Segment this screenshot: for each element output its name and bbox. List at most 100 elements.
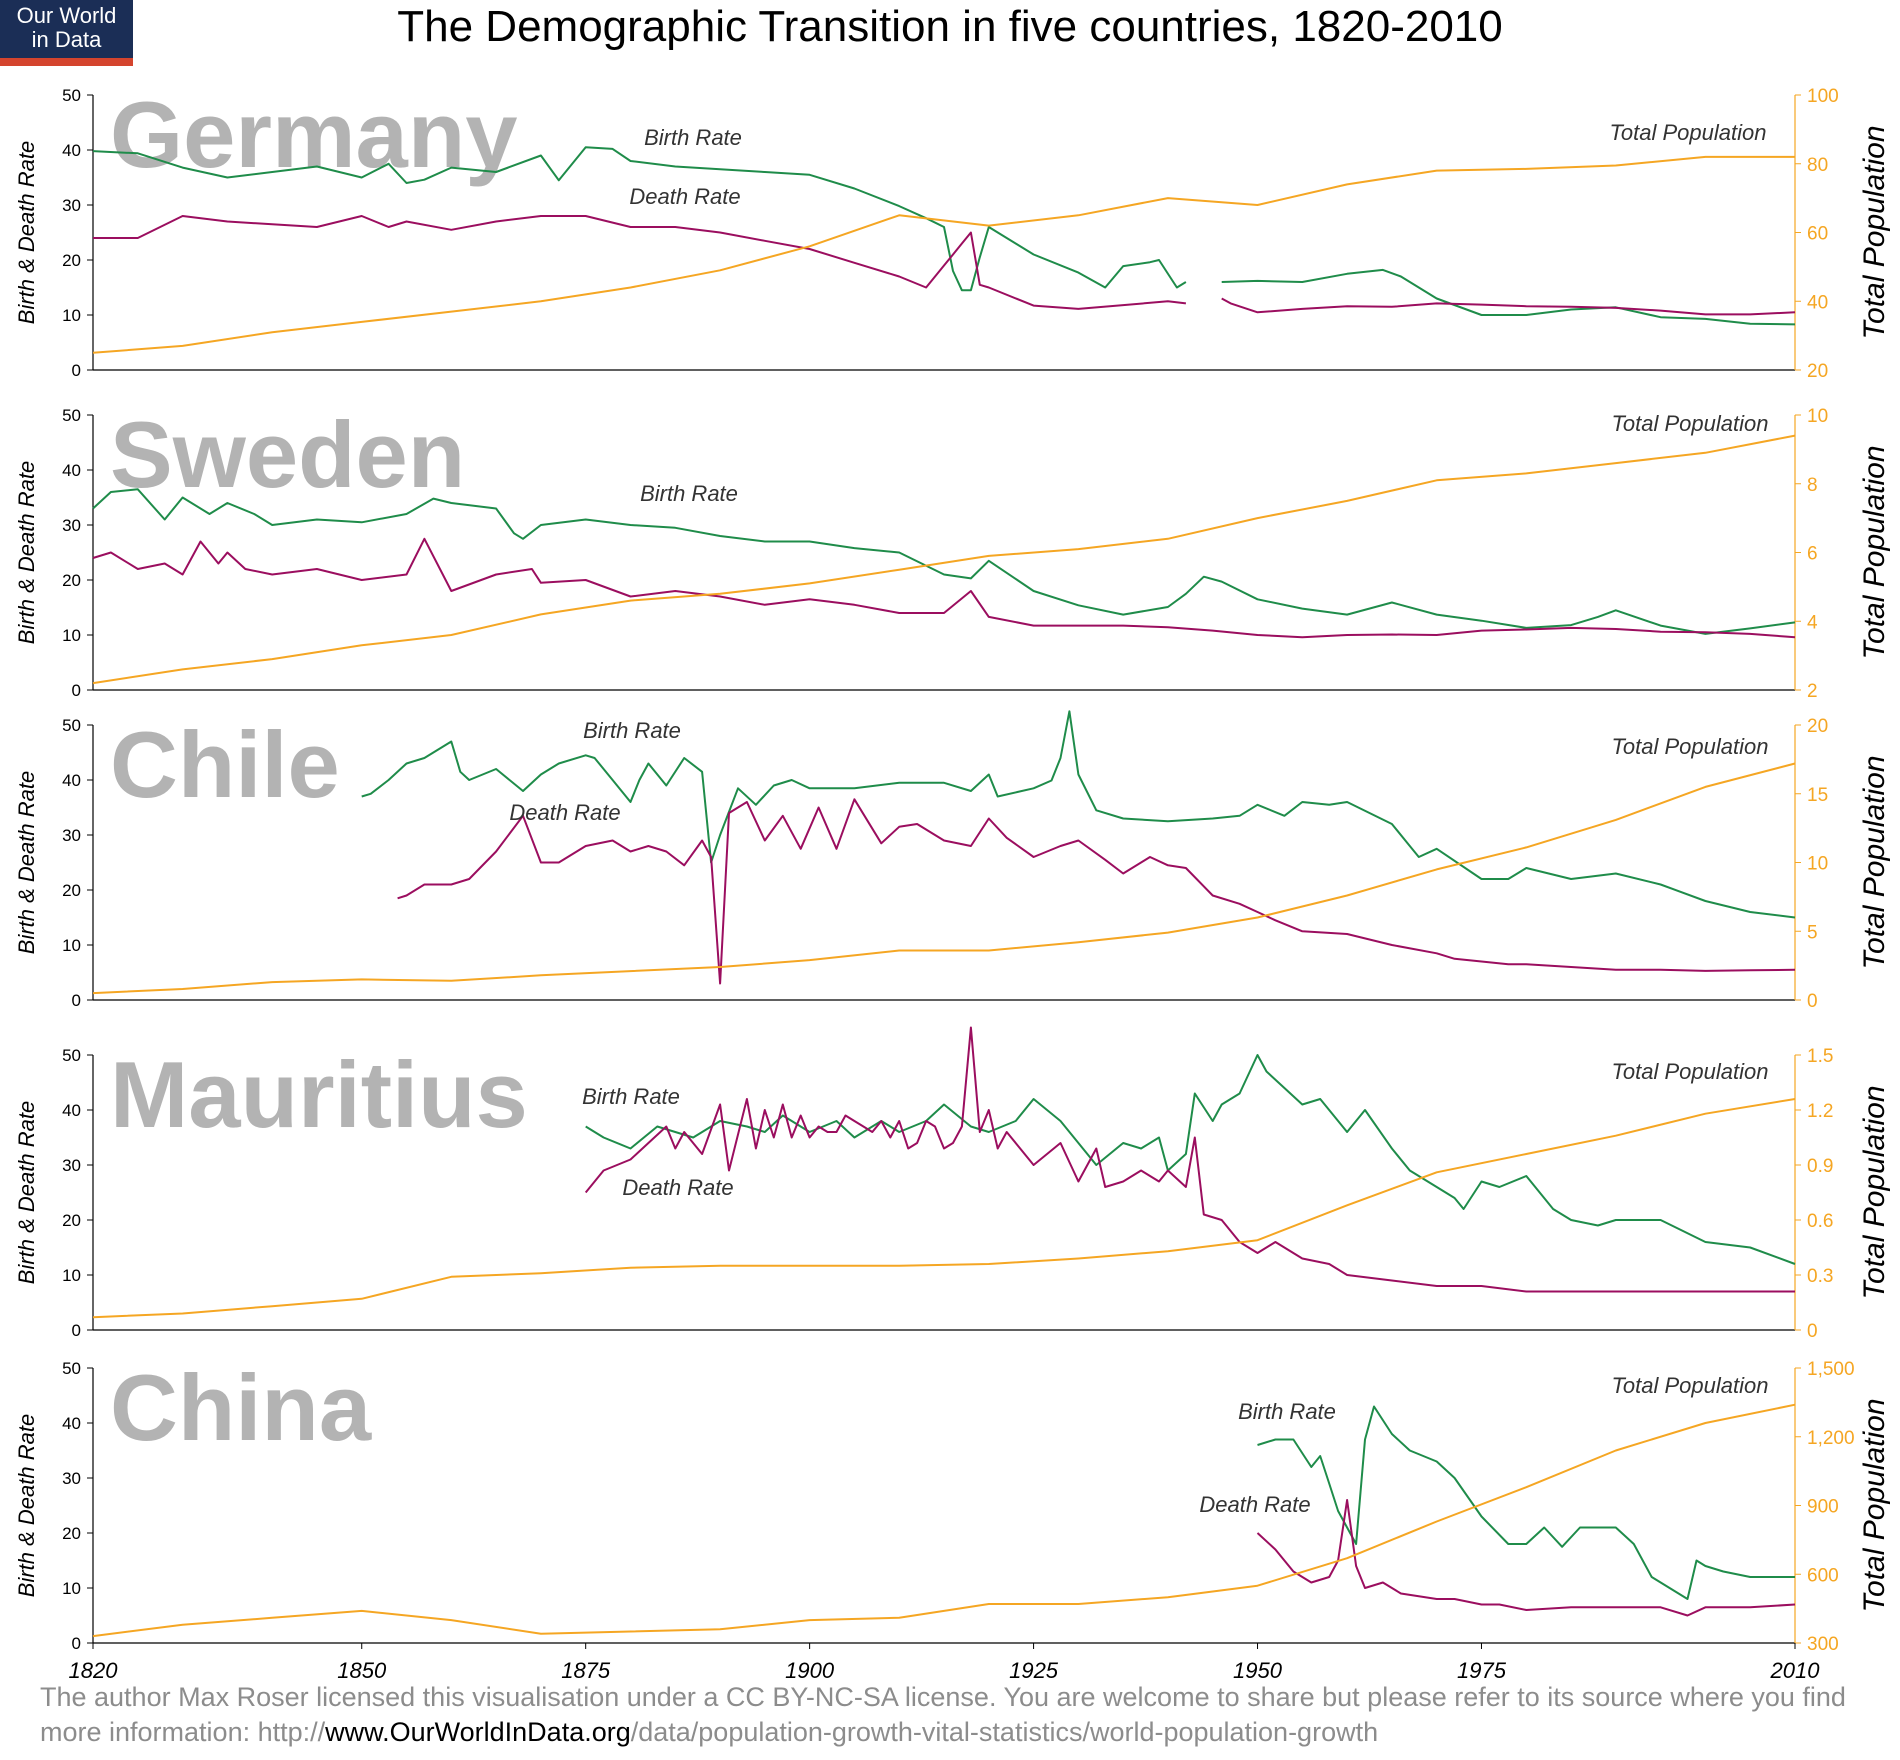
left-tick-label: 50 (62, 716, 81, 735)
left-tick-label: 40 (62, 461, 81, 480)
right-axis-title: Total Population (1858, 1085, 1891, 1299)
death-rate-label: Death Rate (1199, 1492, 1310, 1517)
left-tick-label: 10 (62, 306, 81, 325)
x-tick-label: 1875 (561, 1658, 611, 1680)
left-axis-title: Birth & Death Rate (14, 141, 39, 324)
country-name: Germany (110, 82, 518, 187)
panel-chile: Chile 0 10 20 30 40 50 0 5 10 15 20 Birth & Death Ra… (14, 710, 1891, 1012)
panel-germany: Germany 0 10 20 30 40 50 20 40 60 80 100 Birth & Dea… (14, 82, 1891, 382)
panel-mauritius: Mauritius 0 10 20 30 40 50 0 0.3 0.6 0.9 1.2 1.5 Birt… (14, 1026, 1891, 1342)
source-link[interactable]: www.OurWorldInData.org (325, 1717, 631, 1747)
total-population-line (92, 1098, 1796, 1319)
death-rate-label: Death Rate (509, 800, 620, 825)
left-tick-label: 20 (62, 881, 81, 900)
right-tick-label: 40 (1807, 292, 1828, 313)
death-rate-label: Death Rate (622, 1175, 733, 1200)
left-tick-label: 30 (62, 1156, 81, 1175)
death-rate-line (1256, 1499, 1796, 1617)
country-name: China (110, 1355, 372, 1460)
left-tick-label: 10 (62, 936, 81, 955)
left-axis-title: Birth & Death Rate (14, 461, 39, 644)
birth-rate-line (92, 146, 1796, 326)
left-tick-label: 0 (72, 991, 81, 1010)
population-rate-label: Total Population (1612, 411, 1769, 436)
birth-rate-label: Birth Rate (644, 125, 742, 150)
right-tick-label: 1.5 (1807, 1046, 1833, 1067)
left-tick-label: 0 (72, 361, 81, 380)
left-tick-label: 10 (62, 1579, 81, 1598)
right-tick-label: 0.6 (1807, 1211, 1833, 1232)
x-tick-label: 1950 (1233, 1658, 1283, 1680)
left-tick-label: 40 (62, 141, 81, 160)
left-tick-label: 30 (62, 196, 81, 215)
chart-title: The Demographic Transition in five count… (397, 2, 1503, 51)
right-tick-label: 8 (1807, 475, 1818, 496)
left-tick-label: 20 (62, 251, 81, 270)
right-tick-label: 2 (1807, 681, 1818, 702)
source-path: /data/population-growth-vital-statistics… (630, 1717, 1379, 1747)
death-rate-line (584, 1026, 1795, 1293)
x-tick-label: 2010 (1770, 1658, 1821, 1680)
right-tick-label: 0.9 (1807, 1156, 1833, 1177)
right-tick-label: 600 (1807, 1565, 1839, 1586)
right-tick-label: 80 (1807, 155, 1828, 176)
license-footer: The author Max Roser licensed this visua… (40, 1680, 1880, 1750)
birth-rate-line (361, 710, 1796, 919)
total-population-line (92, 434, 1796, 685)
right-tick-label: 100 (1807, 86, 1839, 107)
right-tick-label: 1,200 (1807, 1428, 1855, 1449)
right-tick-label: 0.3 (1807, 1266, 1833, 1287)
right-tick-label: 300 (1807, 1634, 1839, 1655)
right-tick-label: 10 (1807, 406, 1828, 427)
left-tick-label: 40 (62, 771, 81, 790)
logo-stripe (0, 58, 133, 66)
right-tick-label: 1,500 (1807, 1359, 1855, 1380)
left-tick-label: 40 (62, 1414, 81, 1433)
left-tick-label: 30 (62, 826, 81, 845)
right-tick-label: 6 (1807, 544, 1818, 565)
left-tick-label: 50 (62, 406, 81, 425)
right-tick-label: 0 (1807, 1321, 1818, 1342)
left-tick-label: 50 (62, 1359, 81, 1378)
birth-rate-label: Birth Rate (1238, 1399, 1336, 1424)
panel-sweden: Sweden 0 10 20 30 40 50 2 4 6 8 10 Birth & Death Rat… (14, 402, 1891, 702)
x-tick-label: 1850 (337, 1658, 387, 1680)
death-rate-line (92, 537, 1796, 639)
left-tick-label: 0 (72, 1321, 81, 1340)
population-rate-label: Total Population (1610, 120, 1767, 145)
right-tick-label: 5 (1807, 922, 1818, 943)
right-axis-title: Total Population (1858, 445, 1891, 659)
country-name: Chile (110, 712, 340, 817)
owid-logo: Our World in Data (0, 0, 133, 66)
death-rate-label: Death Rate (629, 184, 740, 209)
left-tick-label: 30 (62, 516, 81, 535)
left-tick-label: 0 (72, 681, 81, 700)
birth-rate-label: Birth Rate (583, 718, 681, 743)
right-tick-label: 1.2 (1807, 1101, 1833, 1122)
left-tick-label: 20 (62, 1211, 81, 1230)
right-tick-label: 20 (1807, 716, 1828, 737)
right-tick-label: 4 (1807, 612, 1818, 633)
left-tick-label: 0 (72, 1634, 81, 1653)
left-axis-title: Birth & Death Rate (14, 1101, 39, 1284)
right-tick-label: 0 (1807, 991, 1818, 1012)
left-tick-label: 10 (62, 626, 81, 645)
right-axis-title: Total Population (1858, 125, 1891, 339)
birth-rate-line (1257, 1405, 1795, 1600)
right-tick-label: 15 (1807, 785, 1828, 806)
death-rate-line (397, 798, 1796, 985)
left-tick-label: 50 (62, 86, 81, 105)
license-text: The author Max Roser licensed this visua… (40, 1682, 1846, 1747)
left-tick-label: 40 (62, 1101, 81, 1120)
right-tick-label: 900 (1807, 1497, 1839, 1518)
right-tick-label: 20 (1807, 361, 1828, 382)
country-name: Sweden (110, 402, 465, 507)
population-rate-label: Total Population (1612, 1373, 1769, 1398)
left-tick-label: 20 (62, 1524, 81, 1543)
total-population-line (92, 1403, 1796, 1638)
country-name: Mauritius (110, 1042, 528, 1147)
x-tick-label: 1925 (1009, 1658, 1059, 1680)
x-tick-label: 1975 (1457, 1658, 1507, 1680)
left-tick-label: 20 (62, 571, 81, 590)
left-axis-title: Birth & Death Rate (14, 771, 39, 954)
